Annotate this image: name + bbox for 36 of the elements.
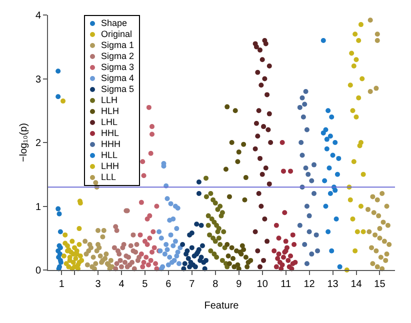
x-tick-label: 6 xyxy=(166,279,172,290)
legend-label: Sigma 2 xyxy=(101,51,134,62)
legend-label: Sigma 1 xyxy=(101,40,134,51)
x-tick-label: 9 xyxy=(236,279,242,290)
y-tick-label: 2 xyxy=(35,138,42,149)
x-tick-label: 5 xyxy=(142,279,148,290)
legend-label: HLL xyxy=(101,150,118,161)
x-tick-label: 10 xyxy=(256,279,268,290)
x-tick-label: 11 xyxy=(280,279,292,290)
x-tick-label: 12 xyxy=(304,279,316,290)
x-tick-label: 3 xyxy=(95,279,102,290)
y-axis-title: −log₁₀(p) xyxy=(18,123,30,162)
x-tick-label: 4 xyxy=(118,279,125,290)
legend-label: Original xyxy=(101,29,132,40)
legend-label: Sigma 4 xyxy=(101,73,134,84)
y-tick-label: 0 xyxy=(35,266,42,276)
legend-label: LLL xyxy=(101,172,116,183)
legend-label: HHH xyxy=(101,139,120,150)
x-tick-label: 13 xyxy=(327,279,339,290)
legend-label: Sigma 3 xyxy=(101,62,134,73)
y-tick-label: 1 xyxy=(35,202,42,213)
legend-label: HLH xyxy=(101,106,120,117)
x-tick-label: 7 xyxy=(189,279,196,290)
x-tick-label: 1 xyxy=(58,279,65,290)
legend-label: LHH xyxy=(101,161,120,172)
x-axis-title: Feature xyxy=(204,300,240,312)
y-tick-label: 4 xyxy=(35,10,42,22)
legend-label: Shape xyxy=(101,18,128,29)
x-tick-label: 14 xyxy=(350,279,362,290)
legend-label: Sigma 5 xyxy=(101,84,134,95)
legend-label: LHL xyxy=(101,117,118,128)
legend-label: LLH xyxy=(101,95,118,106)
y-tick-label: 3 xyxy=(35,74,42,86)
legend-label: HHL xyxy=(101,128,120,139)
x-tick-label: 15 xyxy=(374,279,386,290)
x-tick-label: 8 xyxy=(212,279,219,290)
